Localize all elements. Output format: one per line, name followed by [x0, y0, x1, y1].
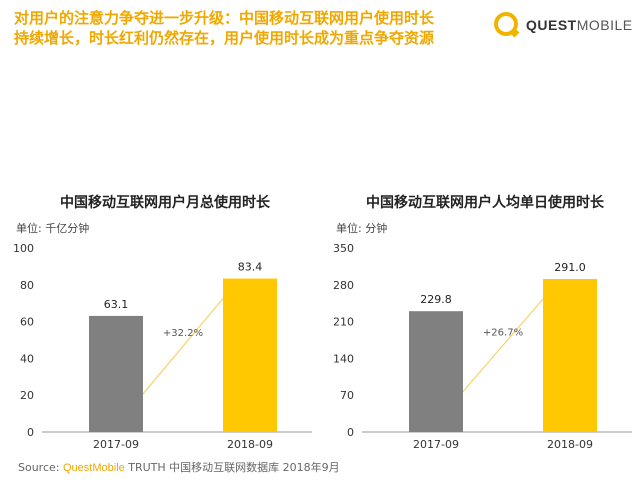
chart-2-bar [409, 311, 463, 432]
chart-2-ytick-label: 140 [333, 352, 354, 365]
chart-1-ytick-label: 80 [20, 279, 34, 292]
chart-2-category-label: 2017-09 [413, 438, 459, 451]
chart-1-category-label: 2017-09 [93, 438, 139, 451]
source-text: TRUTH 中国移动互联网数据库 2018年9月 [128, 461, 340, 474]
chart-2-title: 中国移动互联网用户人均单日使用时长 [366, 195, 604, 211]
brand-name-part1: QUEST [526, 17, 577, 33]
chart-2-ytick-label: 350 [333, 242, 354, 255]
chart-1-bar [223, 278, 277, 432]
chart-2-value-label: 229.8 [420, 293, 452, 306]
chart-1-value-label: 63.1 [104, 298, 129, 311]
source-note: Source: QuestMobile TRUTH 中国移动互联网数据库 201… [18, 459, 340, 475]
chart-2-unit: 单位: 分钟 [336, 222, 388, 235]
chart-1-ytick-label: 0 [27, 426, 34, 439]
headline-line-2: 持续增长，时长红利仍然存在，用户使用时长成为重点争夺资源 [14, 29, 435, 47]
chart-2-ytick-label: 280 [333, 279, 354, 292]
chart-2-ytick-label: 70 [340, 389, 354, 402]
chart-2: 0 70 140 210 280 350 229.8 2017-09 291.0 2018-09 +… [333, 242, 632, 451]
chart-2-value-label: 291.0 [554, 261, 586, 274]
source-label: Source: [18, 461, 60, 474]
chart-1-bar [89, 315, 143, 432]
chart-2-growth-line [462, 298, 544, 392]
headline-line-1: 对用户的注意力争夺进一步升级：中国移动互联网用户使用时长 [14, 9, 435, 27]
brand-ring-icon [494, 12, 520, 38]
headline: 对用户的注意力争夺进一步升级：中国移动互联网用户使用时长 持续增长，时长红利仍然… [14, 8, 484, 48]
chart-1-ytick-label: 20 [20, 389, 34, 402]
brand-logo: QUESTMOBILE [492, 10, 632, 42]
chart-1-ytick-label: 60 [20, 316, 34, 329]
chart-1-ytick-label: 40 [20, 352, 34, 365]
chart-2-ytick-label: 210 [333, 316, 354, 329]
brand-name: QUESTMOBILE [526, 17, 633, 33]
chart-1-unit: 单位: 千亿分钟 [16, 222, 90, 235]
chart-1-growth-label: +32.2% [163, 328, 203, 339]
chart-2-bar [543, 279, 597, 432]
chart-1-ytick-label: 100 [13, 242, 34, 255]
chart-1-category-label: 2018-09 [227, 438, 273, 451]
chart-1-value-label: 83.4 [238, 261, 263, 274]
chart-1-growth-line [142, 298, 224, 395]
chart-1-title: 中国移动互联网用户月总使用时长 [60, 195, 270, 211]
chart-2-ytick-label: 0 [347, 426, 354, 439]
source-brand: QuestMobile [63, 462, 125, 474]
brand-name-part2: MOBILE [576, 17, 633, 33]
chart-2-growth-label: +26.7% [483, 327, 523, 338]
chart-2-category-label: 2018-09 [547, 438, 593, 451]
chart-1: 0 20 40 60 80 100 63.1 2017-09 83.4 2018-09 +32.2% [13, 242, 312, 451]
